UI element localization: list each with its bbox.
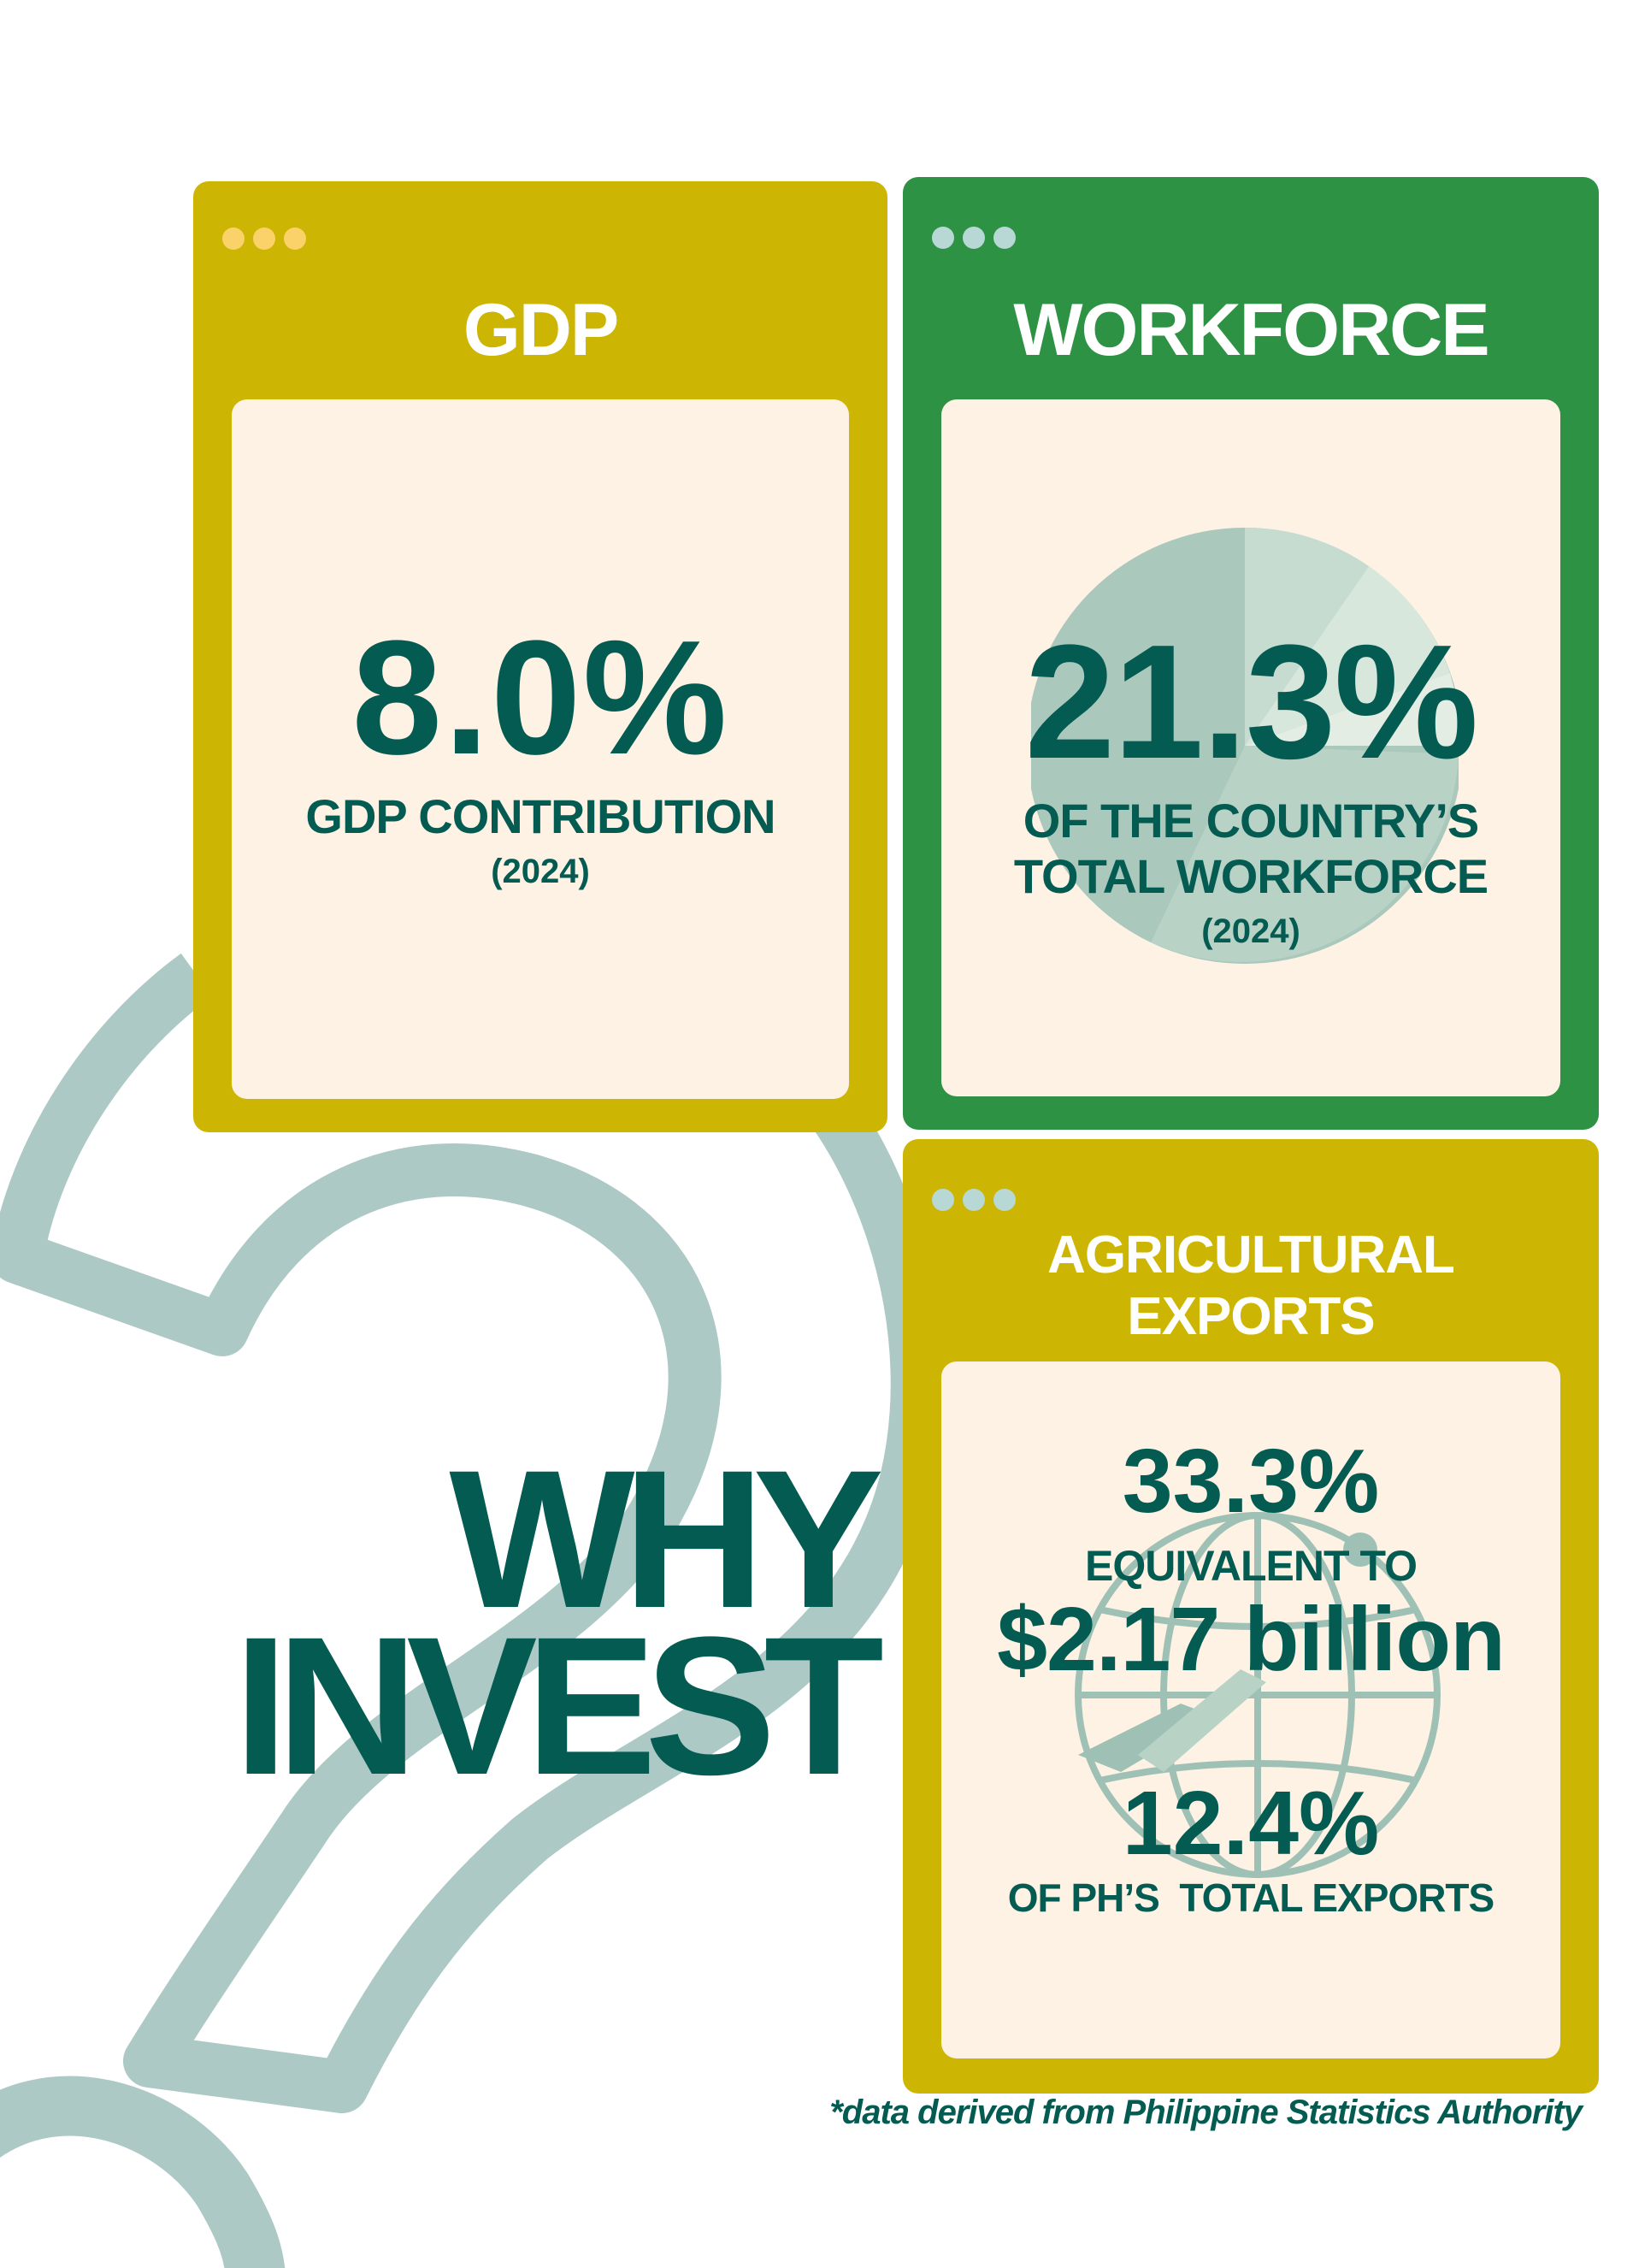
source-note: *data derived from Philippine Statistics… <box>829 2094 1583 2131</box>
exports-card-body: 33.3% EQUIVALENT TO $2.17 billion 12.4% … <box>941 1361 1560 2058</box>
exports-title-line2: EXPORTS <box>1127 1287 1375 1346</box>
globe-airplane-icon <box>1075 1512 1441 1878</box>
window-dots-icon <box>932 1189 1016 1211</box>
workforce-label-line1: OF THE COUNTRY’S <box>1023 794 1480 848</box>
workforce-value: 21.3% <box>1024 611 1479 793</box>
workforce-card: WORKFORCE 21.3% OF THE COUNTRY’S TOTAL W… <box>903 177 1599 1130</box>
pie-chart-icon <box>1031 527 1459 964</box>
headline-invest: INVEST <box>233 1596 884 1816</box>
gdp-value: 8.0% <box>351 607 729 788</box>
exports-amount: $2.17 billion <box>997 1589 1506 1690</box>
exports-card: AGRICULTURAL EXPORTS 33.3% EQUIVALENT TO… <box>903 1139 1599 2094</box>
workforce-label-line2: TOTAL WORKFORCE <box>1013 849 1489 903</box>
exports-total-label: OF PH’S TOTAL EXPORTS <box>1007 1875 1494 1920</box>
window-dots-icon <box>932 227 1016 249</box>
headline-why: WHY <box>449 1429 884 1649</box>
exports-title-line1: AGRICULTURAL <box>1047 1226 1455 1285</box>
exports-equivalent-label: EQUIVALENT TO <box>1085 1542 1418 1590</box>
exports-share-value: 33.3% <box>1122 1431 1380 1532</box>
gdp-label: GDP CONTRIBUTION <box>305 789 775 843</box>
gdp-year: (2024) <box>491 853 590 890</box>
workforce-card-title: WORKFORCE <box>1013 289 1489 371</box>
exports-total-share-value: 12.4% <box>1122 1773 1380 1874</box>
gdp-card-body: 8.0% GDP CONTRIBUTION (2024) <box>232 399 849 1099</box>
workforce-year: (2024) <box>1201 913 1300 950</box>
gdp-card-title: GDP <box>463 289 619 371</box>
window-dots-icon <box>222 227 306 250</box>
gdp-card: GDP 8.0% GDP CONTRIBUTION (2024) <box>193 181 887 1132</box>
workforce-card-body: 21.3% OF THE COUNTRY’S TOTAL WORKFORCE (… <box>941 399 1560 1096</box>
